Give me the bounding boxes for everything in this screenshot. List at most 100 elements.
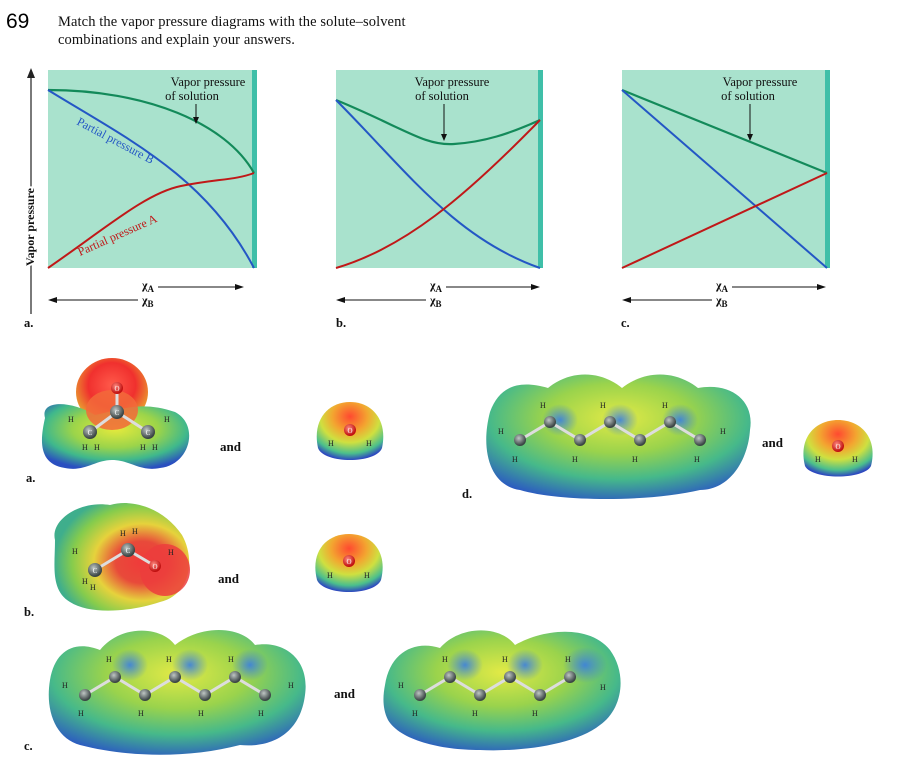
octane-model: H H H H H H H H H — [48, 630, 306, 755]
and-label-b: and — [218, 571, 240, 586]
svg-text:C: C — [93, 567, 98, 575]
ethanol-model: C C O H H H H H H — [54, 503, 190, 611]
partial-b-curve-a — [47, 89, 255, 269]
svg-text:H: H — [364, 571, 370, 580]
and-label-a: and — [220, 439, 242, 454]
vp-label-line1-b: Vapor pressure — [415, 75, 490, 89]
svg-text:C: C — [88, 429, 93, 437]
svg-text:H: H — [82, 577, 88, 586]
svg-text:H: H — [78, 709, 84, 718]
svg-text:H: H — [472, 709, 478, 718]
svg-text:H: H — [512, 455, 518, 464]
diagram-letter-c: c. — [621, 316, 630, 330]
svg-text:H: H — [140, 443, 146, 452]
partial-a-curve-b — [335, 119, 541, 269]
hexane-model-d: H H H H H H H H H — [486, 374, 751, 499]
diagram-c-right-edge — [825, 70, 830, 268]
svg-text:H: H — [166, 655, 172, 664]
problem-text-line-2: combinations and explain your answers. — [58, 32, 295, 48]
chi-b-label-c: χB — [715, 293, 728, 309]
diagram-letter-b: b. — [336, 316, 347, 330]
svg-text:H: H — [632, 455, 638, 464]
svg-text:H: H — [540, 401, 546, 410]
diagram-a-plot-area — [48, 70, 254, 268]
svg-text:H: H — [228, 655, 234, 664]
chi-a-label-a: χA — [141, 278, 155, 294]
svg-text:H: H — [565, 655, 571, 664]
vp-label-line1-a: Vapor pressure — [171, 75, 246, 89]
y-axis: Vapor pressure — [21, 68, 39, 314]
diagram-letter-a: a. — [24, 316, 34, 330]
solution-line-c — [621, 88, 828, 175]
partial-b-curve-b — [335, 99, 541, 269]
svg-text:H: H — [120, 529, 126, 538]
svg-text:H: H — [152, 443, 158, 452]
hexane-model-c: H H H H H H H H — [383, 630, 621, 751]
chi-a-label-c: χA — [715, 278, 729, 294]
svg-text:H: H — [328, 439, 334, 448]
vp-label-line2-a: of solution — [165, 89, 220, 103]
svg-text:H: H — [572, 455, 578, 464]
svg-text:H: H — [62, 681, 68, 690]
model-letter-d: d. — [462, 487, 472, 501]
svg-text:H: H — [327, 571, 333, 580]
svg-text:H: H — [502, 655, 508, 664]
diagram-a: Vapor pressure of solution Partial press… — [47, 70, 257, 309]
svg-text:H: H — [132, 527, 138, 536]
chi-b-label-a: χB — [141, 293, 154, 309]
water-model-b: O H H — [315, 534, 383, 592]
svg-text:H: H — [694, 455, 700, 464]
svg-text:H: H — [600, 683, 606, 692]
svg-text:O: O — [347, 427, 352, 435]
svg-text:H: H — [852, 455, 858, 464]
svg-text:O: O — [114, 385, 119, 393]
svg-text:H: H — [412, 709, 418, 718]
acetone-model: O C C C H H H H H H — [41, 358, 190, 469]
solution-curve-a — [47, 88, 255, 174]
svg-text:H: H — [164, 415, 170, 424]
diagram-b-right-edge — [538, 70, 543, 268]
and-label-d: and — [762, 435, 784, 450]
svg-text:H: H — [442, 655, 448, 664]
chi-b-label-b: χB — [429, 293, 442, 309]
water-model-d: O H H — [803, 420, 873, 477]
svg-text:H: H — [815, 455, 821, 464]
partial-a-line-c — [621, 172, 828, 269]
svg-text:H: H — [498, 427, 504, 436]
svg-text:H: H — [72, 547, 78, 556]
svg-text:H: H — [168, 548, 174, 557]
svg-text:H: H — [600, 401, 606, 410]
partial-b-line-c — [621, 89, 828, 269]
chi-a-label-b: χA — [429, 278, 443, 294]
svg-text:H: H — [90, 583, 96, 592]
diagram-b: Vapor pressure of solution χA χB — [335, 70, 543, 309]
svg-text:H: H — [532, 709, 538, 718]
vp-label-line1-c: Vapor pressure — [723, 75, 798, 89]
svg-text:H: H — [662, 401, 668, 410]
svg-text:H: H — [94, 443, 100, 452]
svg-text:H: H — [106, 655, 112, 664]
svg-text:O: O — [835, 443, 840, 451]
model-letter-c: c. — [24, 739, 33, 753]
y-axis-label: Vapor pressure — [23, 187, 37, 266]
model-letter-b: b. — [24, 605, 34, 619]
svg-text:C: C — [146, 429, 151, 437]
svg-text:H: H — [82, 443, 88, 452]
solution-curve-b — [335, 98, 541, 146]
and-label-c: and — [334, 686, 356, 701]
diagram-c: Vapor pressure of solution χA χB — [621, 70, 830, 309]
svg-text:H: H — [68, 415, 74, 424]
svg-text:O: O — [152, 563, 157, 571]
svg-text:H: H — [198, 709, 204, 718]
svg-text:H: H — [258, 709, 264, 718]
svg-text:H: H — [366, 439, 372, 448]
vp-label-line2-b: of solution — [415, 89, 470, 103]
vp-label-line2-c: of solution — [721, 89, 776, 103]
svg-text:O: O — [346, 558, 351, 566]
problem-number: 69 — [6, 10, 30, 33]
water-model-a: O H H — [316, 402, 384, 460]
diagram-a-right-edge — [252, 70, 257, 268]
model-letter-a: a. — [26, 471, 35, 485]
svg-text:C: C — [126, 547, 131, 555]
svg-text:H: H — [288, 681, 294, 690]
